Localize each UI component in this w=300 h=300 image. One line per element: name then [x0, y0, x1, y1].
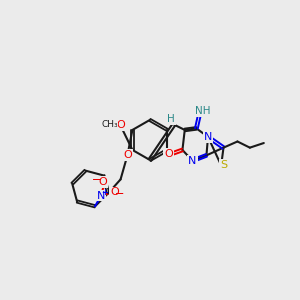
- Text: −: −: [115, 189, 124, 199]
- Text: −: −: [92, 175, 101, 185]
- Text: S: S: [220, 160, 227, 170]
- Text: O: O: [116, 120, 125, 130]
- Text: O: O: [164, 149, 173, 159]
- Text: +: +: [102, 188, 109, 197]
- Text: O: O: [110, 188, 119, 197]
- Text: O: O: [110, 188, 119, 197]
- Text: NH: NH: [195, 106, 210, 116]
- Text: N: N: [188, 156, 197, 166]
- Text: +: +: [102, 188, 109, 197]
- Text: O: O: [98, 177, 107, 187]
- Text: N: N: [97, 190, 105, 200]
- Text: O: O: [123, 150, 132, 160]
- Text: CH₃: CH₃: [101, 120, 118, 129]
- Text: O: O: [123, 150, 132, 160]
- Text: CH₃: CH₃: [101, 120, 118, 129]
- Text: O: O: [98, 177, 107, 187]
- Text: N: N: [97, 190, 105, 200]
- Text: N: N: [204, 132, 212, 142]
- Text: H: H: [167, 114, 175, 124]
- Text: H: H: [167, 114, 175, 124]
- Text: O: O: [164, 149, 173, 159]
- Text: −: −: [92, 175, 101, 185]
- Text: −: −: [115, 189, 124, 199]
- Text: NH: NH: [195, 106, 210, 116]
- Text: O: O: [116, 120, 125, 130]
